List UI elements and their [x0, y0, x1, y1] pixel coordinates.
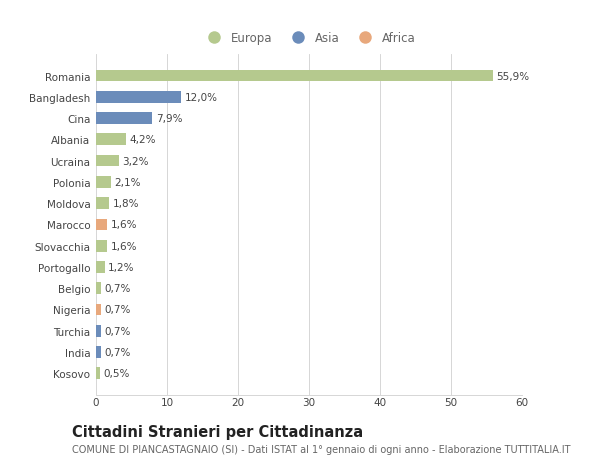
- Text: 2,1%: 2,1%: [115, 178, 141, 187]
- Text: COMUNE DI PIANCASTAGNAIO (SI) - Dati ISTAT al 1° gennaio di ogni anno - Elaboraz: COMUNE DI PIANCASTAGNAIO (SI) - Dati IST…: [72, 444, 571, 454]
- Text: 55,9%: 55,9%: [496, 71, 530, 81]
- Bar: [96, 347, 101, 358]
- Bar: [96, 219, 107, 231]
- Text: 0,7%: 0,7%: [104, 305, 131, 315]
- Text: 0,7%: 0,7%: [104, 326, 131, 336]
- Text: 1,8%: 1,8%: [112, 199, 139, 209]
- Text: 1,6%: 1,6%: [111, 220, 137, 230]
- Bar: [96, 113, 152, 125]
- Bar: [96, 262, 104, 273]
- Text: 4,2%: 4,2%: [130, 135, 156, 145]
- Text: 0,5%: 0,5%: [103, 369, 130, 379]
- Bar: [96, 325, 101, 337]
- Bar: [96, 368, 100, 379]
- Text: 7,9%: 7,9%: [155, 114, 182, 124]
- Text: 0,7%: 0,7%: [104, 347, 131, 357]
- Text: 3,2%: 3,2%: [122, 156, 149, 166]
- Bar: [96, 241, 107, 252]
- Bar: [96, 156, 119, 167]
- Text: 1,6%: 1,6%: [111, 241, 137, 251]
- Text: Cittadini Stranieri per Cittadinanza: Cittadini Stranieri per Cittadinanza: [72, 425, 363, 440]
- Bar: [96, 134, 126, 146]
- Bar: [96, 92, 181, 103]
- Bar: [96, 283, 101, 294]
- Bar: [96, 304, 101, 316]
- Bar: [96, 198, 109, 209]
- Text: 0,7%: 0,7%: [104, 284, 131, 294]
- Bar: [96, 71, 493, 82]
- Legend: Europa, Asia, Africa: Europa, Asia, Africa: [197, 27, 421, 50]
- Bar: [96, 177, 111, 188]
- Text: 1,2%: 1,2%: [108, 263, 134, 272]
- Text: 12,0%: 12,0%: [185, 93, 218, 102]
